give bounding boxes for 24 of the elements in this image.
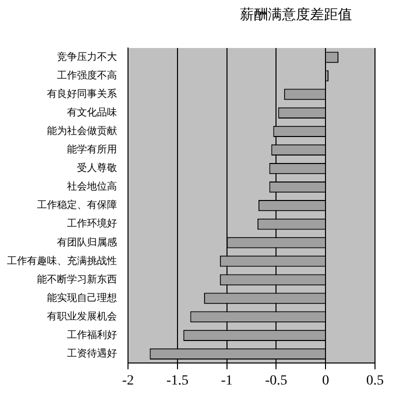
y-tick-label: 有文化品味 [67, 106, 117, 118]
y-tick-label: 能不断学习新东西 [37, 273, 117, 286]
y-tick-label: 能为社会做贡献 [47, 125, 117, 138]
y-tick-label: 工作有趣味、充满挑战性 [7, 254, 117, 267]
y-tick-label: 工作稳定、有保障 [37, 199, 117, 212]
x-tick-label: -0.5 [265, 373, 288, 388]
chart-title: 薪酬满意度差距值 [240, 6, 352, 24]
x-tick-label: -1 [220, 373, 233, 388]
x-tick-label: 0.5 [366, 373, 384, 388]
x-tick-label: -1.5 [166, 373, 188, 388]
x-tick-label: 0 [322, 373, 330, 388]
y-tick-label: 有职业发展机会 [47, 310, 117, 322]
y-tick-label: 工资待遇好 [67, 348, 117, 360]
y-tick-label: 工作环境好 [67, 218, 117, 230]
y-tick-label: 有团队归属感 [57, 236, 117, 248]
y-tick-label: 社会地位高 [67, 180, 117, 193]
y-tick-label: 受人尊敬 [77, 162, 117, 174]
y-tick-label: 工作福利好 [67, 328, 117, 341]
x-tick-label: -2 [122, 373, 134, 388]
y-tick-label: 竞争压力不大 [57, 50, 117, 63]
y-tick-label: 有良好同事关系 [47, 88, 117, 100]
y-tick-label: 能学有所用 [67, 144, 117, 156]
y-tick-label: 能实现自己理想 [47, 292, 117, 304]
y-tick-label: 工作强度不高 [57, 69, 117, 82]
